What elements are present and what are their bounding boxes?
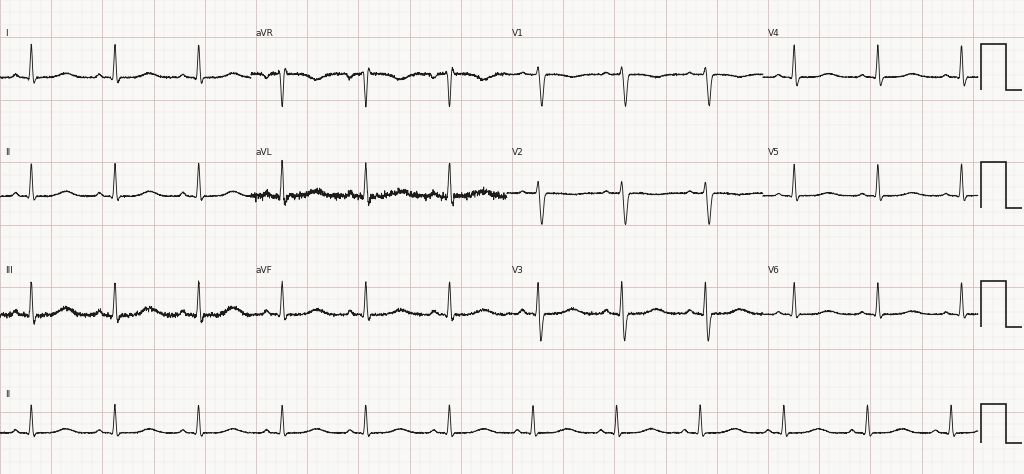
Text: I: I [5,29,8,38]
Text: V4: V4 [768,29,779,38]
Text: III: III [5,266,13,275]
Text: aVF: aVF [256,266,272,275]
Text: aVL: aVL [256,147,272,156]
Text: V2: V2 [512,147,523,156]
Text: V1: V1 [512,29,524,38]
Text: V5: V5 [768,147,780,156]
Text: II: II [5,147,10,156]
Text: aVR: aVR [256,29,273,38]
Text: V3: V3 [512,266,524,275]
Text: II: II [5,390,10,399]
Text: V6: V6 [768,266,780,275]
